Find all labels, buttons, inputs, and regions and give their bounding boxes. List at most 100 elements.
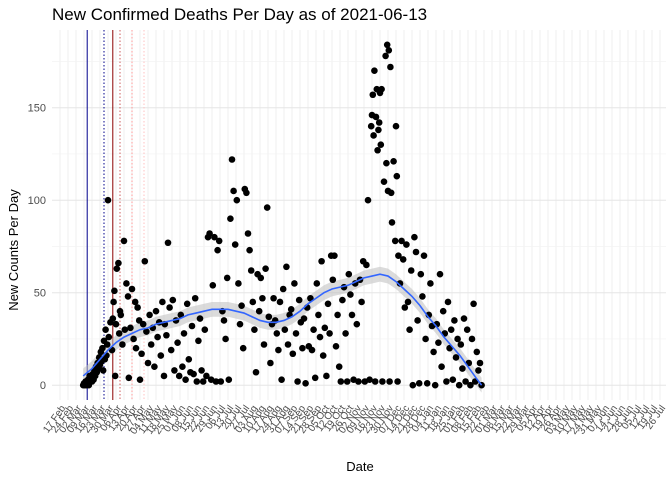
data-point bbox=[348, 311, 356, 319]
data-point bbox=[136, 376, 144, 383]
data-point bbox=[419, 293, 426, 300]
data-point bbox=[431, 381, 439, 389]
data-point bbox=[319, 352, 327, 359]
data-point bbox=[311, 374, 319, 382]
smooth-trend-line bbox=[82, 273, 483, 386]
data-point bbox=[455, 381, 463, 389]
data-point bbox=[127, 324, 134, 332]
data-point bbox=[238, 302, 245, 309]
data-point bbox=[235, 280, 242, 287]
data-point bbox=[438, 363, 445, 371]
data-point bbox=[331, 252, 338, 259]
data-point bbox=[265, 313, 273, 321]
data-point bbox=[411, 233, 418, 241]
data-point bbox=[371, 67, 378, 74]
data-point bbox=[182, 376, 189, 383]
data-point bbox=[278, 376, 285, 383]
data-point bbox=[243, 189, 250, 197]
data-point bbox=[284, 341, 292, 348]
data-point bbox=[342, 330, 349, 337]
data-point bbox=[231, 241, 239, 248]
data-point bbox=[109, 315, 117, 322]
data-point bbox=[111, 372, 119, 380]
data-point bbox=[324, 300, 332, 308]
data-point bbox=[339, 296, 346, 304]
chart-title: New Confirmed Deaths Per Day as of 2021-… bbox=[52, 5, 428, 24]
data-point bbox=[473, 348, 481, 356]
data-point bbox=[430, 348, 437, 356]
y-axis-label: New Counts Per Day bbox=[6, 189, 21, 311]
data-point bbox=[190, 370, 197, 378]
data-point bbox=[460, 315, 468, 322]
data-point bbox=[244, 230, 252, 237]
data-point bbox=[196, 315, 204, 322]
data-point bbox=[299, 344, 306, 352]
data-point bbox=[134, 304, 141, 311]
data-point bbox=[414, 317, 421, 324]
data-point bbox=[183, 300, 191, 308]
data-point bbox=[367, 122, 375, 130]
data-point bbox=[281, 326, 289, 334]
data-point bbox=[199, 378, 207, 385]
data-point bbox=[124, 293, 132, 300]
data-point bbox=[251, 326, 258, 334]
data-point bbox=[372, 113, 380, 121]
data-point bbox=[396, 280, 404, 287]
data-point bbox=[260, 341, 268, 348]
data-point bbox=[103, 341, 111, 348]
data-point bbox=[263, 204, 271, 211]
data-point bbox=[123, 280, 130, 287]
data-point bbox=[476, 359, 484, 367]
data-point bbox=[369, 91, 377, 99]
data-point bbox=[435, 339, 442, 346]
data-point bbox=[449, 376, 457, 383]
y-tick-label: 0 bbox=[40, 380, 46, 392]
data-point bbox=[222, 335, 229, 343]
data-point bbox=[201, 326, 209, 334]
data-point bbox=[374, 146, 381, 154]
data-point bbox=[209, 282, 217, 289]
data-point bbox=[180, 330, 188, 337]
data-point bbox=[99, 344, 106, 352]
data-point bbox=[139, 320, 147, 328]
data-point bbox=[291, 280, 298, 287]
data-point bbox=[323, 372, 330, 380]
y-tick-label: 50 bbox=[34, 288, 46, 300]
data-point bbox=[443, 378, 450, 385]
data-point bbox=[353, 320, 361, 328]
data-point bbox=[379, 378, 386, 385]
data-point bbox=[227, 215, 234, 222]
data-point bbox=[273, 330, 281, 337]
data-point bbox=[217, 378, 225, 385]
data-point bbox=[358, 298, 365, 306]
data-point bbox=[332, 343, 340, 350]
data-point bbox=[211, 233, 218, 241]
data-point bbox=[436, 270, 444, 278]
data-point bbox=[451, 317, 458, 324]
data-point bbox=[255, 307, 263, 315]
data-point bbox=[366, 376, 373, 383]
data-point bbox=[385, 47, 393, 54]
data-point bbox=[308, 346, 316, 354]
data-point bbox=[335, 363, 343, 371]
data-point bbox=[193, 378, 201, 385]
data-point bbox=[152, 307, 160, 315]
data-point bbox=[143, 328, 150, 335]
data-point bbox=[345, 270, 353, 278]
grid bbox=[52, 30, 666, 400]
data-point bbox=[468, 335, 476, 343]
data-point bbox=[390, 158, 397, 165]
data-point bbox=[387, 189, 395, 197]
data-point bbox=[117, 311, 125, 319]
data-point bbox=[151, 363, 158, 371]
data-point bbox=[334, 311, 341, 319]
x-axis-label: Date bbox=[346, 459, 373, 474]
data-point bbox=[300, 315, 308, 322]
data-point bbox=[214, 246, 221, 254]
data-point bbox=[198, 367, 205, 374]
data-point bbox=[310, 326, 317, 334]
data-point bbox=[403, 241, 410, 248]
data-point bbox=[415, 380, 423, 387]
data-point bbox=[239, 344, 247, 352]
